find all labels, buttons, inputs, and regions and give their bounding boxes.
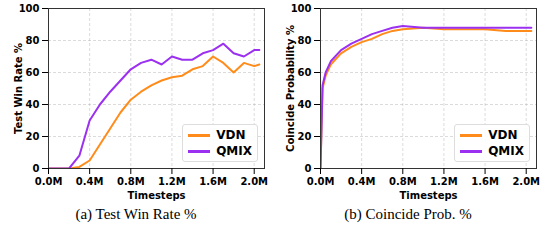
svg-text:100: 100: [291, 3, 312, 14]
html-text:(b) Coincide Prob. %: (b) Coincide Prob. %: [344, 206, 472, 222]
svg-text:Coincide Probability %: Coincide Probability %: [285, 25, 296, 152]
svg-text:Test Win Rate %: Test Win Rate %: [13, 43, 24, 134]
svg-text:2.0M: 2.0M: [512, 176, 540, 187]
svg-text:0.0M: 0.0M: [35, 176, 63, 187]
svg-text:1.6M: 1.6M: [471, 176, 499, 187]
svg-text:0.8M: 0.8M: [389, 176, 417, 187]
html-text:(a) Test Win Rate %: (a) Test Win Rate %: [75, 206, 197, 222]
svg-text:80: 80: [298, 35, 312, 46]
svg-text:100: 100: [19, 3, 40, 14]
svg-text:0.0M: 0.0M: [307, 176, 335, 187]
html-text:VDN: VDN: [216, 128, 246, 142]
svg-text:0: 0: [33, 163, 40, 174]
svg-text:60: 60: [26, 67, 40, 78]
svg-text:60: 60: [298, 67, 312, 78]
html-text:QMIX: QMIX: [488, 144, 524, 158]
html-text:QMIX: QMIX: [216, 144, 252, 158]
svg-text:40: 40: [298, 99, 312, 110]
svg-text:0.4M: 0.4M: [76, 176, 104, 187]
svg-text:2.0M: 2.0M: [240, 176, 268, 187]
svg-text:1.2M: 1.2M: [430, 176, 458, 187]
svg-text:20: 20: [26, 131, 40, 142]
svg-text:20: 20: [298, 131, 312, 142]
svg-text:40: 40: [26, 99, 40, 110]
svg-text:0.4M: 0.4M: [348, 176, 376, 187]
html-text:VDN: VDN: [488, 128, 518, 142]
svg-text:0.8M: 0.8M: [117, 176, 145, 187]
svg-text:Timesteps: Timesteps: [127, 190, 185, 201]
svg-text:1.6M: 1.6M: [199, 176, 227, 187]
svg-text:0: 0: [305, 163, 312, 174]
svg-text:80: 80: [26, 35, 40, 46]
svg-text:Timesteps: Timesteps: [399, 190, 457, 201]
svg-text:1.2M: 1.2M: [158, 176, 186, 187]
